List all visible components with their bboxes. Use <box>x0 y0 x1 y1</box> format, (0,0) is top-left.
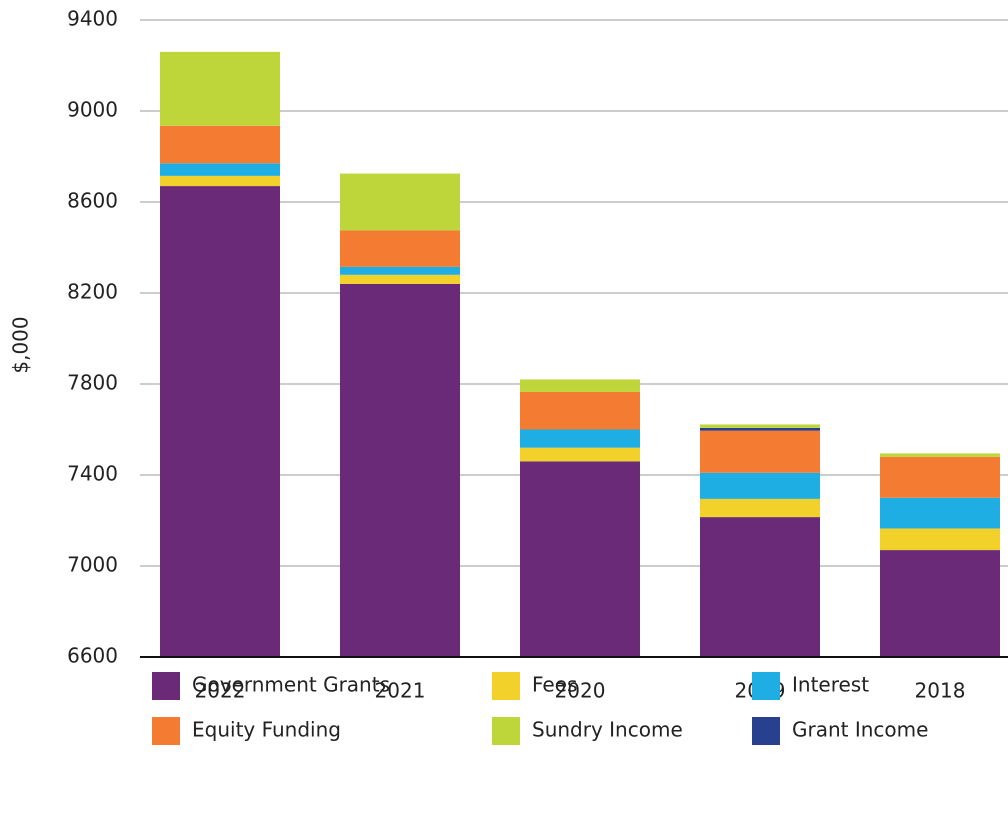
legend-label: Equity Funding <box>192 718 341 742</box>
x-tick-label: 2018 <box>915 679 966 703</box>
bar-segment <box>700 472 820 499</box>
bar-segment <box>700 424 820 428</box>
bar-segment <box>880 528 1000 551</box>
legend-label: Fees <box>532 673 577 697</box>
legend-swatch <box>152 672 180 700</box>
y-tick-label: 8200 <box>67 280 118 304</box>
bar-segment <box>340 266 460 275</box>
legend-swatch <box>152 717 180 745</box>
y-tick-label: 9400 <box>67 7 118 31</box>
bar-segment <box>520 461 640 657</box>
legend-label: Interest <box>792 673 869 697</box>
legend-label: Grant Income <box>792 718 928 742</box>
legend-swatch <box>752 672 780 700</box>
bar-segment <box>160 175 280 187</box>
legend-swatch <box>492 672 520 700</box>
bar-segment <box>700 498 820 518</box>
bar-segment <box>160 163 280 176</box>
bar-segment <box>520 391 640 430</box>
bar-segment <box>880 456 1000 498</box>
bar-segment <box>520 379 640 392</box>
bar-segment <box>160 51 280 126</box>
bar-segment <box>880 497 1000 529</box>
bar-segment <box>340 274 460 284</box>
bar-segment <box>700 517 820 657</box>
bar-segment <box>700 430 820 473</box>
legend-swatch <box>492 717 520 745</box>
bar-segment <box>880 453 1000 457</box>
bar-segment <box>700 427 820 431</box>
bar-segment <box>520 429 640 448</box>
bar-segment <box>880 550 1000 657</box>
x-tick-label: 2020 <box>555 679 606 703</box>
bar-segment <box>340 230 460 267</box>
y-axis-label: $,000 <box>9 316 33 373</box>
y-tick-label: 9000 <box>67 98 118 122</box>
x-tick-label: 2022 <box>195 679 246 703</box>
bar-segment <box>160 125 280 164</box>
bar-segment <box>340 283 460 657</box>
bar-segment <box>520 447 640 462</box>
legend-label: Government Grants <box>192 673 390 697</box>
legend-swatch <box>752 717 780 745</box>
x-tick-label: 2021 <box>375 679 426 703</box>
legend-label: Sundry Income <box>532 718 683 742</box>
y-tick-label: 6600 <box>67 644 118 668</box>
y-tick-label: 7400 <box>67 462 118 486</box>
y-tick-label: 8600 <box>67 189 118 213</box>
y-tick-label: 7000 <box>67 553 118 577</box>
y-tick-label: 7800 <box>67 371 118 395</box>
bar-segment <box>340 173 460 231</box>
bar-segment <box>160 186 280 657</box>
